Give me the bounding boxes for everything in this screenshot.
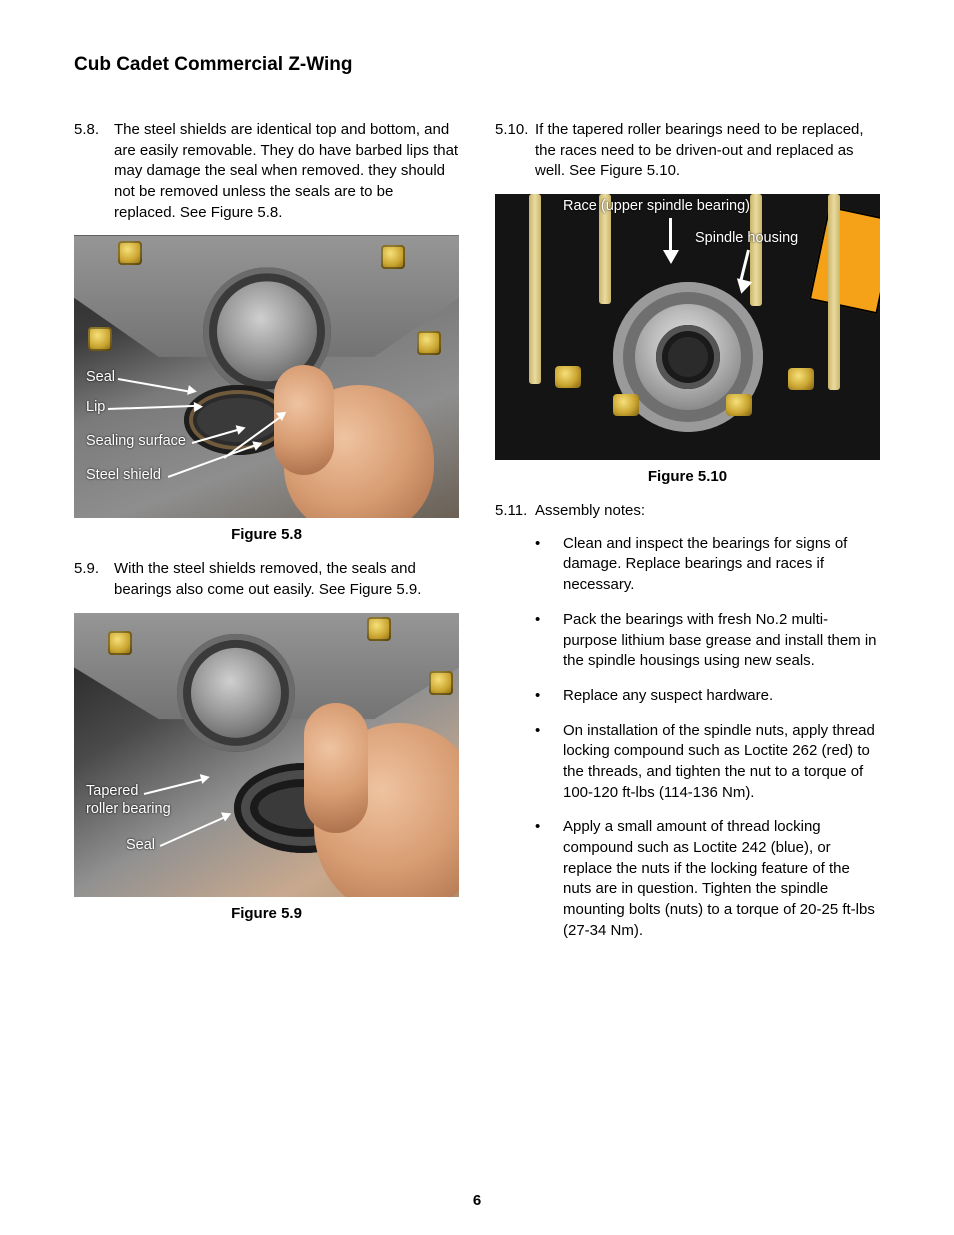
figure-5-8-caption: Figure 5.8 [74,526,459,543]
callout-seal-59: Seal [126,837,155,853]
figure-5-10-caption: Figure 5.10 [495,468,880,485]
callout-race: Race (upper spindle bearing) [563,198,750,214]
step-5-8: 5.8. The steel shields are identical top… [74,120,459,223]
callout-seal: Seal [86,369,115,385]
callout-spindle-housing: Spindle housing [695,230,798,246]
figure-5-9: Tapered roller bearing Seal Figure 5.9 [74,613,459,922]
list-item: •Pack the bearings with fresh No.2 multi… [535,610,880,672]
callout-tapered-2: roller bearing [86,801,171,817]
callout-lip: Lip [86,399,105,415]
step-5-9: 5.9. With the steel shields removed, the… [74,559,459,600]
callout-tapered-1: Tapered [86,783,138,799]
callout-sealing-surface: Sealing surface [86,433,186,449]
list-item: •Replace any suspect hardware. [535,686,880,707]
list-item: •Apply a small amount of thread locking … [535,817,880,941]
figure-5-10-image: Race (upper spindle bearing) Spindle hou… [495,194,880,460]
step-number: 5.10. [495,120,535,182]
figure-5-8: Seal Lip Sealing surface Steel shield Fi [74,235,459,543]
page-title: Cub Cadet Commercial Z-Wing [74,54,880,76]
figure-5-10: Race (upper spindle bearing) Spindle hou… [495,194,880,485]
step-text: If the tapered roller bearings need to b… [535,120,880,182]
step-5-11: 5.11. Assembly notes: [495,501,880,522]
step-text: The steel shields are identical top and … [114,120,459,223]
step-number: 5.9. [74,559,114,600]
columns: 5.8. The steel shields are identical top… [74,120,880,955]
left-column: 5.8. The steel shields are identical top… [74,120,459,955]
page: Cub Cadet Commercial Z-Wing 5.8. The ste… [0,0,954,1235]
figure-5-9-caption: Figure 5.9 [74,905,459,922]
callout-steel-shield: Steel shield [86,467,161,483]
step-number: 5.8. [74,120,114,223]
list-item: •Clean and inspect the bearings for sign… [535,534,880,596]
figure-5-8-image: Seal Lip Sealing surface Steel shield [74,235,459,518]
right-column: 5.10. If the tapered roller bearings nee… [495,120,880,955]
page-number: 6 [0,1192,954,1209]
list-item: •On installation of the spindle nuts, ap… [535,721,880,804]
step-text: Assembly notes: [535,501,880,522]
assembly-notes-list: •Clean and inspect the bearings for sign… [535,534,880,942]
step-number: 5.11. [495,501,535,522]
step-5-10: 5.10. If the tapered roller bearings nee… [495,120,880,182]
step-text: With the steel shields removed, the seal… [114,559,459,600]
figure-5-9-image: Tapered roller bearing Seal [74,613,459,897]
